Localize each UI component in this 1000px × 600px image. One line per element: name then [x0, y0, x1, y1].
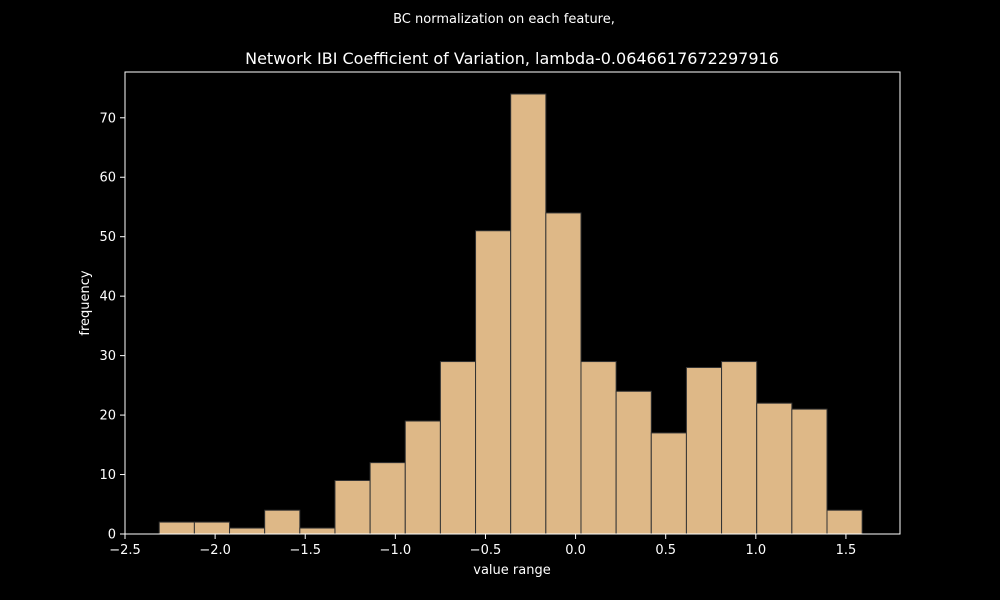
x-tick: −2.5 [109, 534, 141, 558]
chart-title: Network IBI Coefficient of Variation, la… [245, 49, 779, 68]
x-tick: −2.0 [199, 534, 231, 558]
x-tick: 1.5 [836, 534, 857, 558]
x-axis-ticks: −2.5 −2.0 −1.5 −1.0 −0.5 0.0 0.5 1.0 1.5 [109, 534, 856, 558]
x-tick-label: −1.0 [380, 543, 412, 558]
y-tick: 70 [99, 111, 125, 126]
x-tick: −1.0 [380, 534, 412, 558]
histogram-bar [229, 527, 266, 535]
x-axis-label: value range [473, 563, 550, 578]
x-tick: −1.5 [289, 534, 321, 558]
x-tick-label: 1.0 [745, 543, 766, 558]
histogram-bar [615, 390, 652, 535]
histogram-bar [369, 462, 406, 535]
histogram-bar [334, 479, 371, 535]
x-tick: 0.0 [565, 534, 586, 558]
histogram-bar [685, 367, 723, 535]
y-tick-label: 60 [99, 171, 116, 186]
y-tick: 10 [99, 468, 125, 483]
y-tick-label: 70 [99, 111, 116, 126]
y-tick-label: 10 [99, 468, 116, 483]
histogram-bar [404, 420, 441, 535]
histogram-bar [756, 402, 793, 535]
y-axis-ticks: 0 10 20 30 40 50 60 70 [99, 111, 125, 543]
x-tick: −0.5 [470, 534, 502, 558]
y-axis-label: frequency [78, 270, 93, 336]
x-tick-label: 0.0 [565, 543, 586, 558]
x-tick-label: −2.5 [109, 543, 141, 558]
x-tick-label: −1.5 [289, 543, 321, 558]
histogram-bar [650, 432, 687, 535]
x-tick: 0.5 [655, 534, 676, 558]
y-tick: 50 [99, 230, 125, 245]
y-tick: 60 [99, 171, 125, 186]
x-tick-label: 1.5 [836, 543, 857, 558]
histogram-bar [510, 93, 547, 535]
histogram-bar [826, 509, 863, 535]
histogram-bar [545, 212, 582, 535]
x-tick-label: −0.5 [470, 543, 502, 558]
histogram-bar [439, 361, 477, 535]
bars-group [158, 93, 863, 535]
y-tick-label: 40 [99, 290, 116, 305]
y-tick-label: 50 [99, 230, 116, 245]
histogram-bar [299, 527, 336, 535]
histogram-bar [158, 521, 195, 535]
histogram-bar [475, 230, 512, 535]
histogram-bar [193, 521, 231, 535]
x-tick: 1.0 [745, 534, 766, 558]
y-tick: 0 [108, 528, 125, 543]
x-tick-label: 0.5 [655, 543, 676, 558]
y-tick-label: 0 [108, 528, 116, 543]
y-tick-label: 20 [99, 409, 116, 424]
y-tick-label: 30 [99, 349, 116, 364]
histogram-bar [580, 361, 617, 535]
y-tick: 40 [99, 290, 125, 305]
x-tick-label: −2.0 [199, 543, 231, 558]
histogram-bar [791, 408, 828, 535]
y-tick: 30 [99, 349, 125, 364]
chart-suptitle: BC normalization on each feature, [393, 12, 615, 27]
axes-frame [124, 71, 901, 535]
histogram-bar [264, 509, 301, 535]
histogram-bar [721, 361, 758, 535]
y-tick: 20 [99, 409, 125, 424]
